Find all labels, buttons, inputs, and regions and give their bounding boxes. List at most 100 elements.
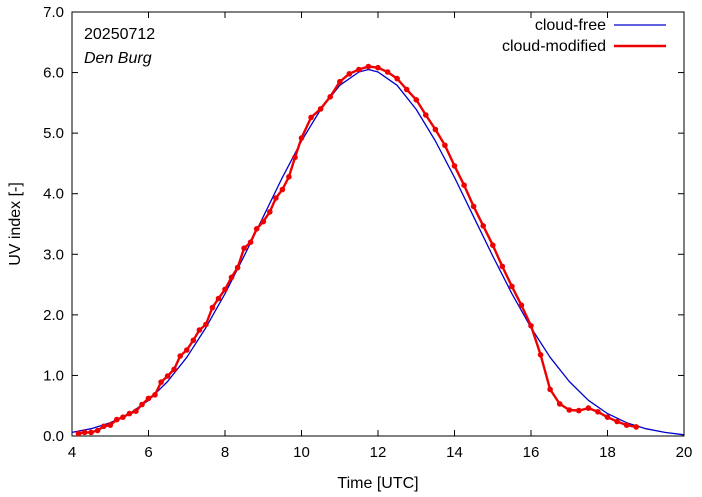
data-point-cloud-modified xyxy=(509,283,515,290)
data-point-cloud-modified xyxy=(375,64,381,71)
data-point-cloud-modified xyxy=(298,135,305,141)
y-axis-label: UV index [-] xyxy=(7,182,24,266)
legend-label-cloud-modified: cloud-modified xyxy=(502,38,606,55)
data-point-cloud-modified xyxy=(442,142,448,149)
data-point-cloud-modified xyxy=(566,407,573,413)
data-point-cloud-modified xyxy=(209,304,216,311)
y-tick-label: 4.0 xyxy=(43,186,64,203)
legend-label-cloud-free: cloud-free xyxy=(535,17,606,34)
data-point-cloud-modified xyxy=(253,226,260,232)
data-point-cloud-modified xyxy=(346,71,353,77)
data-point-cloud-modified xyxy=(356,66,362,73)
data-point-cloud-modified xyxy=(490,242,496,248)
data-point-cloud-modified xyxy=(228,274,235,281)
data-point-cloud-modified xyxy=(461,182,467,188)
series-line-cloud-free xyxy=(71,68,685,436)
data-point-cloud-modified xyxy=(403,86,410,93)
data-point-cloud-modified xyxy=(470,203,477,210)
data-point-cloud-modified xyxy=(576,407,582,414)
data-point-cloud-modified xyxy=(480,223,487,229)
data-point-cloud-modified xyxy=(604,414,611,421)
data-point-cloud-modified xyxy=(120,414,126,421)
x-tick-label: 10 xyxy=(293,444,310,461)
data-point-cloud-modified xyxy=(215,295,222,302)
data-point-cloud-modified xyxy=(107,422,114,428)
data-point-cloud-modified xyxy=(75,430,82,437)
legend: cloud-free cloud-modified xyxy=(502,17,666,55)
data-point-cloud-modified xyxy=(152,392,158,398)
data-point-cloud-modified xyxy=(317,106,324,112)
x-tick-label: 6 xyxy=(144,444,152,461)
data-point-cloud-modified xyxy=(279,186,286,193)
data-point-cloud-modified xyxy=(100,423,107,430)
y-tick-label: 6.0 xyxy=(43,65,64,82)
data-point-cloud-modified xyxy=(432,126,439,133)
x-tick-label: 14 xyxy=(446,444,463,461)
data-point-cloud-modified xyxy=(247,239,254,245)
data-point-cloud-modified xyxy=(133,408,139,415)
data-point-cloud-modified xyxy=(633,424,639,430)
data-point-cloud-modified xyxy=(556,401,563,407)
x-tick-label: 12 xyxy=(370,444,387,461)
data-point-cloud-modified xyxy=(547,386,553,393)
y-tick-label: 1.0 xyxy=(43,367,64,384)
data-point-cloud-modified xyxy=(145,395,152,402)
data-point-cloud-modified xyxy=(623,422,630,428)
station-annotation: Den Burg xyxy=(84,50,152,67)
y-tick-label: 7.0 xyxy=(43,4,64,21)
data-point-cloud-modified xyxy=(94,427,101,434)
x-axis-label: Time [UTC] xyxy=(337,475,418,492)
series-line-cloud-modified xyxy=(78,65,637,435)
data-point-cloud-modified xyxy=(88,429,94,436)
data-point-cloud-modified xyxy=(190,337,197,344)
data-point-cloud-modified xyxy=(126,410,133,417)
x-tick-label: 16 xyxy=(523,444,540,461)
data-point-cloud-modified xyxy=(384,69,391,75)
data-point-cloud-modified xyxy=(528,323,534,329)
x-tick-label: 20 xyxy=(676,444,693,461)
data-point-cloud-modified xyxy=(164,373,171,379)
data-point-cloud-modified xyxy=(203,321,209,328)
data-point-cloud-modified xyxy=(196,327,203,333)
y-tick-label: 5.0 xyxy=(43,125,64,142)
data-point-cloud-modified xyxy=(423,112,429,118)
data-point-cloud-modified xyxy=(394,75,400,82)
data-point-cloud-modified xyxy=(241,245,247,251)
data-point-cloud-modified xyxy=(158,379,164,385)
data-point-cloud-modified xyxy=(451,163,458,169)
y-tick-label: 2.0 xyxy=(43,307,64,324)
x-tick-label: 4 xyxy=(68,444,76,461)
data-point-cloud-modified xyxy=(337,78,343,85)
ticks-layer: 4 6 8 10 12 14 16 18 20 0.0 1.0 2.0 3.0 4.0 5.0 6.0 7.0 xyxy=(43,4,692,461)
x-tick-label: 8 xyxy=(221,444,229,461)
data-point-cloud-modified xyxy=(171,366,177,373)
data-point-cloud-modified xyxy=(234,264,241,271)
data-point-cloud-modified xyxy=(184,347,190,353)
data-point-cloud-modified xyxy=(273,195,279,201)
data-point-cloud-modified xyxy=(308,114,314,121)
data-point-cloud-modified xyxy=(286,174,292,180)
x-tick-label: 18 xyxy=(599,444,616,461)
data-point-cloud-modified xyxy=(139,401,145,408)
data-point-cloud-modified xyxy=(260,218,267,225)
data-point-cloud-modified xyxy=(499,263,506,270)
data-point-cloud-modified xyxy=(413,97,420,103)
data-point-cloud-modified xyxy=(585,405,592,411)
data-point-cloud-modified xyxy=(518,302,525,309)
data-point-cloud-modified xyxy=(81,429,88,436)
data-point-cloud-modified xyxy=(267,209,273,215)
data-point-cloud-modified xyxy=(114,416,120,423)
data-point-cloud-modified xyxy=(614,418,620,425)
data-point-cloud-modified xyxy=(327,94,334,100)
plot-frame xyxy=(71,11,685,437)
y-tick-label: 3.0 xyxy=(43,246,64,263)
data-point-cloud-modified xyxy=(365,63,372,70)
data-point-cloud-modified xyxy=(537,352,544,358)
data-point-cloud-modified xyxy=(292,154,298,161)
series-layer xyxy=(71,63,685,437)
data-point-cloud-modified xyxy=(595,409,601,415)
data-point-cloud-modified xyxy=(177,353,183,359)
y-tick-label: 0.0 xyxy=(43,428,64,445)
date-annotation: 20250712 xyxy=(84,26,155,43)
